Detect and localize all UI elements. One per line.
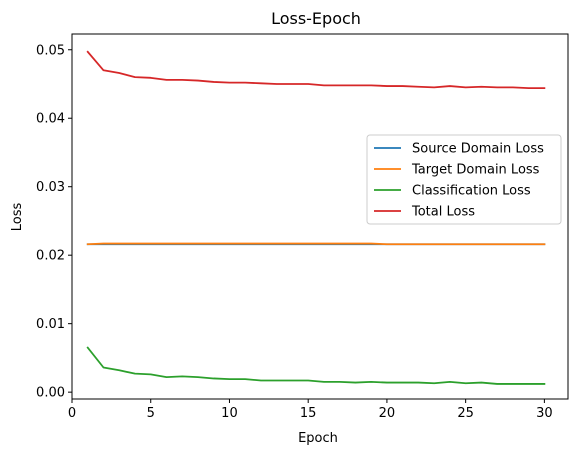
plot-lines [86, 50, 546, 385]
chart-title: Loss-Epoch [271, 9, 361, 28]
legend-label: Total Loss [411, 205, 475, 220]
x-tick-label: 25 [457, 406, 474, 421]
legend-box [366, 134, 562, 225]
x-tick-label: 10 [221, 406, 238, 421]
y-tick-label: 0.01 [36, 317, 65, 332]
x-tick-label: 20 [379, 406, 396, 421]
y-tick-label: 0.05 [36, 43, 65, 58]
x-axis-label: Epoch [298, 431, 338, 446]
series-line-3 [86, 50, 546, 89]
y-tick-label: 0.03 [36, 180, 65, 195]
series-line-2 [86, 346, 546, 385]
x-tick-label: 15 [300, 406, 317, 421]
x-tick-label: 5 [147, 406, 155, 421]
legend-label: Source Domain Loss [412, 142, 544, 157]
y-axis: 0.00 0.01 0.02 0.03 0.04 0.05 [36, 43, 72, 401]
plot-frame [71, 33, 569, 400]
x-tick-label: 0 [68, 406, 76, 421]
legend-label: Target Domain Loss [411, 163, 540, 178]
series-line-1 [86, 242, 546, 246]
x-axis: 0 5 10 15 20 25 30 [68, 399, 553, 421]
x-tick-label: 30 [536, 406, 553, 421]
legend: Source Domain Loss Target Domain Loss Clas… [366, 134, 562, 225]
legend-label: Classification Loss [412, 184, 531, 199]
y-tick-label: 0.04 [36, 112, 65, 127]
y-tick-label: 0.02 [36, 249, 65, 264]
y-tick-label: 0.00 [36, 386, 65, 401]
y-axis-label: Loss [10, 203, 25, 232]
